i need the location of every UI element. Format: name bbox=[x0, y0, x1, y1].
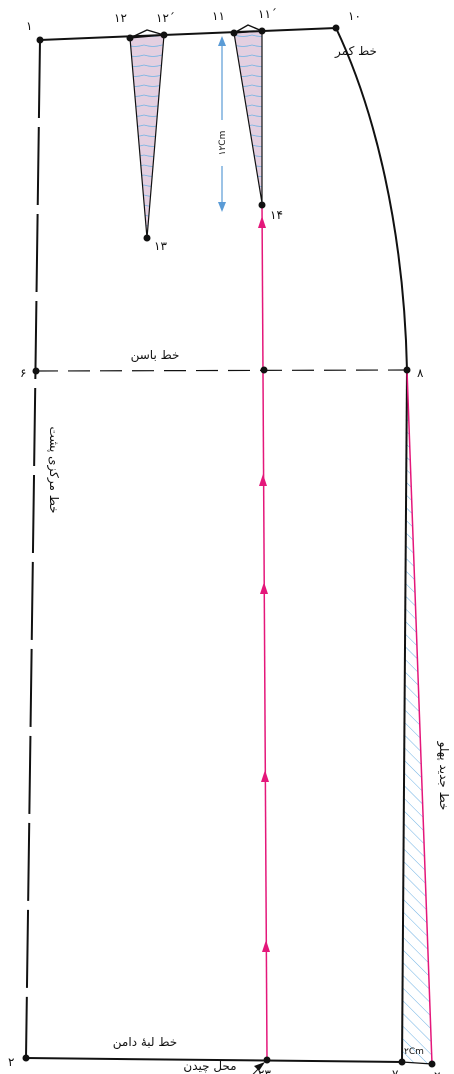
point-11 bbox=[230, 29, 238, 37]
slash-arrow-3 bbox=[260, 582, 268, 594]
placement-arrow-line bbox=[252, 1065, 262, 1074]
label-p6: ۶ bbox=[20, 366, 26, 380]
label-center-back-line: خط مرکزی پشت bbox=[46, 426, 61, 513]
dart-depth-arrow-bottom bbox=[218, 202, 226, 212]
center-back-line bbox=[25, 39, 41, 1059]
hem-extension bbox=[401, 1061, 433, 1065]
slash-arrow-2 bbox=[261, 770, 269, 782]
label-hip-line: خط باسن bbox=[131, 348, 180, 363]
point-13 bbox=[143, 234, 151, 242]
slash-arrow-1 bbox=[262, 940, 270, 952]
hem-line bbox=[25, 1057, 403, 1063]
label-p13: ۱۳ bbox=[154, 239, 167, 253]
point-12 bbox=[126, 34, 134, 42]
placement-arrow-head bbox=[254, 1062, 265, 1071]
dart-right-peak bbox=[233, 24, 263, 34]
label-p23: ۲۳ bbox=[258, 1067, 271, 1074]
label-p2: ۲ bbox=[8, 1055, 14, 1069]
point-11p bbox=[258, 27, 266, 35]
slash-arrow-5 bbox=[258, 216, 266, 228]
label-p11p: ۱۱´ bbox=[258, 7, 277, 21]
point-hip-slash bbox=[260, 366, 268, 374]
slash-arrow-4 bbox=[259, 474, 267, 486]
point-23 bbox=[263, 1056, 271, 1064]
point-8 bbox=[403, 366, 411, 374]
label-p10: ۱۰ bbox=[348, 9, 361, 23]
label-placement: محل چیدن bbox=[183, 1059, 236, 1073]
label-hem-line: خط لبهٔ دامن bbox=[113, 1035, 177, 1050]
hip-line bbox=[35, 369, 408, 372]
label-p11: ۱۱ bbox=[212, 9, 225, 23]
point-14 bbox=[258, 201, 266, 209]
new-side-line bbox=[406, 369, 433, 1065]
label-p1: ۱ bbox=[26, 19, 32, 33]
dart-right bbox=[233, 30, 263, 204]
point-10 bbox=[332, 24, 340, 32]
dart-left bbox=[129, 34, 165, 239]
point-12p bbox=[160, 31, 168, 39]
slash-line bbox=[261, 202, 268, 1061]
label-p12: ۱۲ bbox=[114, 11, 127, 25]
side-seam bbox=[401, 369, 408, 1063]
label-waist-line: خط کمر bbox=[334, 44, 377, 59]
label-p20: ۲۰ bbox=[434, 1069, 447, 1074]
label-p7: ۷ bbox=[392, 1067, 399, 1074]
dart-depth-arrow-top bbox=[218, 36, 226, 46]
label-p8: ۸ bbox=[417, 366, 424, 380]
point-1 bbox=[36, 36, 44, 44]
dart-depth-label: ۱۲Cm bbox=[218, 131, 228, 156]
points bbox=[22, 24, 436, 1068]
point-2 bbox=[22, 1054, 30, 1062]
point-6 bbox=[32, 367, 40, 375]
flare-hatch-area bbox=[402, 370, 432, 1064]
point-7 bbox=[398, 1058, 406, 1066]
waist-line bbox=[39, 27, 337, 41]
label-flare: ۲Cm bbox=[404, 1047, 424, 1057]
label-p14: ۱۴ bbox=[270, 208, 283, 222]
label-new-side-line: خط جدید پهلو bbox=[436, 741, 451, 811]
side-seam-curve bbox=[335, 27, 408, 371]
label-p12p: ۱۲´ bbox=[156, 11, 175, 25]
point-20 bbox=[428, 1060, 436, 1068]
